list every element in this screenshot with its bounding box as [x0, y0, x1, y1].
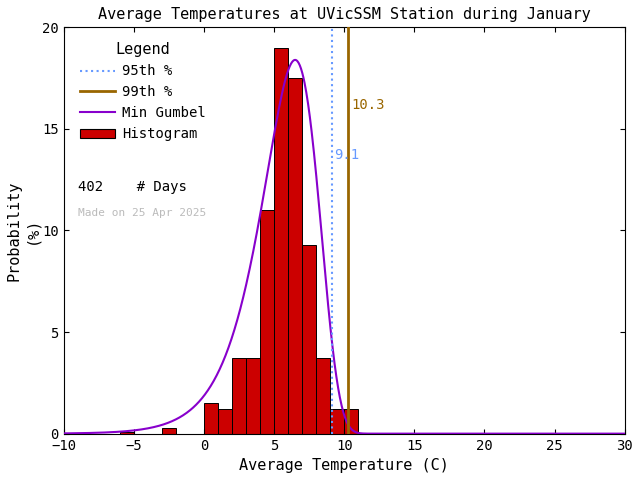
- Bar: [330, 409, 344, 433]
- Bar: [344, 409, 358, 433]
- Bar: [162, 428, 176, 433]
- Bar: [260, 210, 274, 433]
- Bar: [274, 48, 288, 433]
- Bar: [218, 409, 232, 433]
- Title: Average Temperatures at UVicSSM Station during January: Average Temperatures at UVicSSM Station …: [98, 7, 591, 22]
- Bar: [288, 78, 302, 433]
- Text: Made on 25 Apr 2025: Made on 25 Apr 2025: [77, 208, 206, 218]
- Text: 10.3: 10.3: [351, 97, 385, 111]
- Bar: [316, 359, 330, 433]
- X-axis label: Average Temperature (C): Average Temperature (C): [239, 458, 449, 473]
- Bar: [120, 432, 134, 433]
- Bar: [302, 245, 316, 433]
- Bar: [246, 359, 260, 433]
- Text: 402    # Days: 402 # Days: [77, 180, 187, 193]
- Y-axis label: Probability
(%): Probability (%): [7, 180, 39, 281]
- Legend: 95th %, 99th %, Min Gumbel, Histogram: 95th %, 99th %, Min Gumbel, Histogram: [76, 38, 210, 145]
- Text: 9.1: 9.1: [334, 148, 360, 162]
- Bar: [204, 403, 218, 433]
- Bar: [232, 359, 246, 433]
